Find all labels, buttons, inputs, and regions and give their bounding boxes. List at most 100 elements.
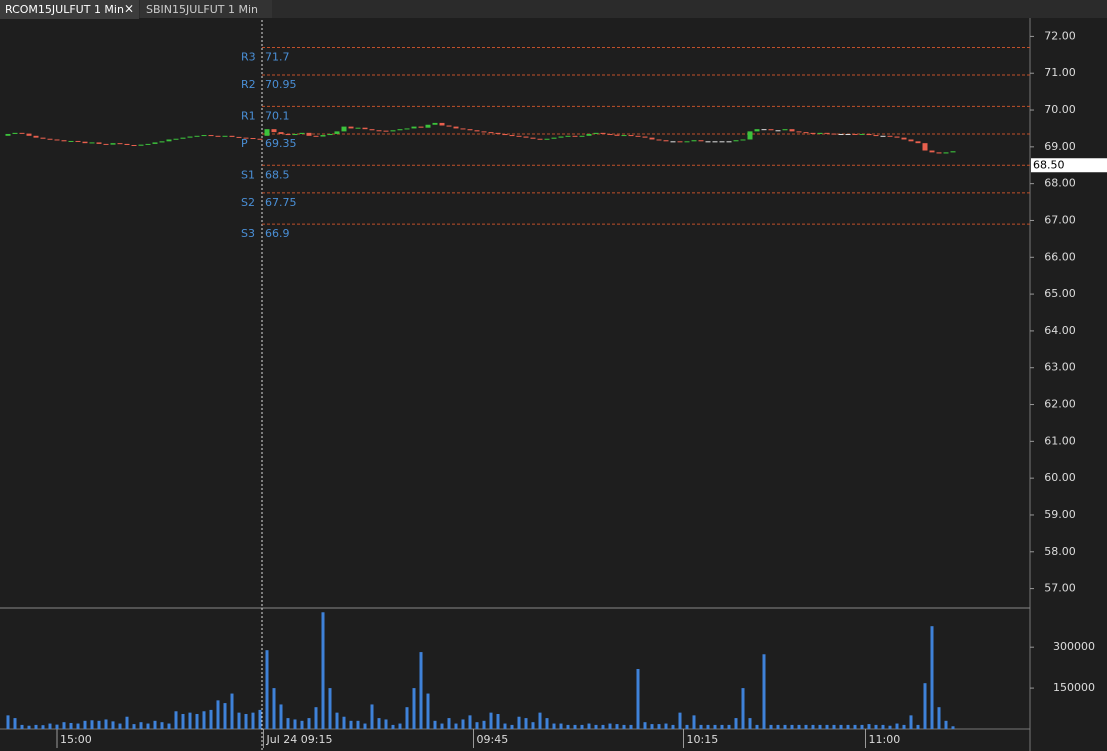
candle bbox=[586, 133, 592, 136]
volume-bar bbox=[202, 711, 206, 729]
y-tick-label: 71.00 bbox=[1044, 66, 1076, 79]
candle bbox=[236, 136, 242, 138]
volume-bar bbox=[167, 723, 171, 729]
volume-bar bbox=[881, 724, 885, 729]
candle bbox=[488, 132, 494, 134]
candle bbox=[222, 135, 228, 137]
candle bbox=[621, 135, 627, 137]
volume-bar bbox=[62, 722, 66, 729]
candle bbox=[551, 137, 557, 139]
y-tick-label: 70.00 bbox=[1044, 103, 1076, 116]
volume-bar bbox=[216, 700, 220, 729]
volume-bar bbox=[237, 712, 241, 729]
candle bbox=[768, 129, 774, 131]
last-price-box bbox=[1031, 158, 1107, 173]
volume-bar bbox=[594, 724, 598, 729]
candle bbox=[817, 132, 823, 134]
pivot-name: R1 bbox=[241, 109, 256, 122]
candle bbox=[19, 132, 25, 134]
volume-bar bbox=[6, 715, 10, 729]
last-price-label: 68.50 bbox=[1033, 158, 1065, 171]
volume-bar bbox=[678, 712, 682, 729]
volume-bar bbox=[118, 723, 122, 729]
candle bbox=[362, 127, 368, 130]
candle bbox=[845, 133, 851, 135]
volume-bar bbox=[804, 724, 808, 729]
volume-bar bbox=[363, 723, 367, 729]
volume-bar bbox=[622, 724, 626, 729]
candle bbox=[138, 144, 144, 146]
volume-bar bbox=[482, 720, 486, 729]
volume-bar bbox=[706, 724, 710, 729]
candle bbox=[250, 138, 256, 140]
tab[interactable] bbox=[140, 0, 272, 18]
volume-bar bbox=[188, 712, 192, 729]
volume-bar bbox=[279, 704, 283, 729]
candle bbox=[145, 143, 151, 145]
candle bbox=[243, 137, 249, 139]
volume-bar bbox=[797, 724, 801, 729]
volume-bar bbox=[580, 724, 584, 729]
volume-bar bbox=[489, 712, 493, 729]
candle bbox=[810, 132, 816, 134]
volume-bar bbox=[447, 718, 451, 729]
volume-bar bbox=[258, 709, 262, 729]
volume-bar bbox=[860, 724, 864, 729]
y-tick-label: 64.00 bbox=[1044, 324, 1076, 337]
pivot-value: 68.5 bbox=[265, 168, 290, 181]
candle bbox=[285, 133, 291, 136]
volume-bar bbox=[69, 723, 73, 729]
pivot-name: S2 bbox=[241, 196, 255, 209]
volume-bar bbox=[713, 724, 717, 729]
candle bbox=[516, 135, 522, 137]
candle bbox=[565, 135, 571, 137]
volume-bar bbox=[944, 720, 948, 729]
candle bbox=[89, 142, 95, 144]
candle bbox=[950, 151, 956, 153]
volume-bar bbox=[475, 722, 479, 729]
close-tab-icon[interactable]: × bbox=[124, 2, 134, 16]
volume-bar bbox=[755, 724, 759, 729]
volume-bar bbox=[76, 723, 80, 729]
pivot-name: S1 bbox=[241, 168, 255, 181]
x-tick-label: Jul 24 09:15 bbox=[266, 733, 333, 746]
candle bbox=[691, 140, 697, 142]
candle bbox=[257, 138, 263, 140]
tab[interactable] bbox=[0, 0, 139, 19]
volume-bar bbox=[566, 724, 570, 729]
volume-bar bbox=[174, 711, 178, 729]
candle bbox=[922, 143, 928, 151]
volume-bar bbox=[321, 612, 325, 729]
candle bbox=[880, 135, 886, 137]
volume-bar bbox=[125, 716, 129, 729]
y-tick-label: 62.00 bbox=[1044, 398, 1076, 411]
volume-bar bbox=[664, 723, 668, 729]
volume-bar bbox=[20, 724, 24, 729]
y-tick-label: 69.00 bbox=[1044, 140, 1076, 153]
volume-bar bbox=[531, 722, 535, 729]
volume-bar bbox=[951, 726, 955, 729]
volume-bar bbox=[643, 722, 647, 729]
pivot-value: 66.9 bbox=[265, 227, 290, 240]
candle bbox=[432, 122, 438, 125]
volume-bar bbox=[440, 723, 444, 729]
volume-bar bbox=[55, 724, 59, 729]
volume-bar bbox=[153, 720, 157, 729]
volume-bar bbox=[104, 719, 108, 729]
candle bbox=[866, 133, 872, 136]
candle bbox=[54, 139, 60, 141]
volume-bar bbox=[286, 718, 290, 729]
candle bbox=[82, 141, 88, 144]
volume-bar bbox=[818, 724, 822, 729]
candle bbox=[124, 143, 130, 146]
candle bbox=[803, 132, 809, 134]
candle bbox=[404, 128, 410, 130]
candle bbox=[453, 126, 459, 129]
candle bbox=[320, 135, 326, 137]
volume-bar bbox=[629, 724, 633, 729]
candle bbox=[747, 131, 753, 140]
candle bbox=[908, 139, 914, 142]
volume-bar bbox=[391, 724, 395, 729]
candle bbox=[796, 131, 802, 133]
candle bbox=[719, 141, 725, 143]
